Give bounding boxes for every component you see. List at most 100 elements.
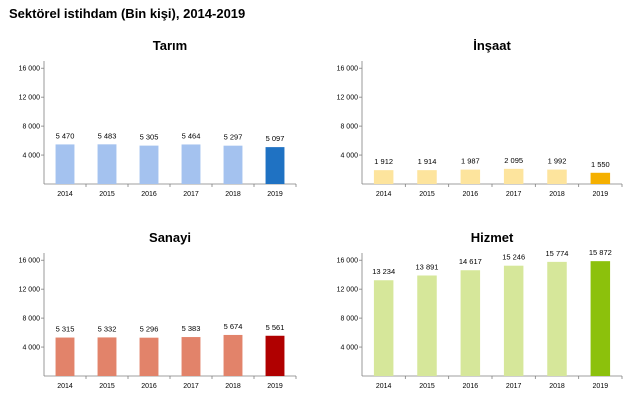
y-tick-label: 8 000 xyxy=(22,316,40,323)
x-tick-label: 2016 xyxy=(463,383,479,390)
x-tick-label: 2014 xyxy=(376,191,392,198)
y-tick-label: 12 000 xyxy=(19,287,41,294)
bar-2017 xyxy=(181,337,201,376)
data-label: 5 315 xyxy=(56,325,75,334)
chart-panel-insaat: İnşaat 4 000 8 000 12 000 16 000 1 912 2014 1 9… xyxy=(337,36,630,206)
chart-hizmet: Hizmet 4 000 8 000 12 000 16 000 13 234 2014 13… xyxy=(337,230,623,390)
x-tick-label: 2018 xyxy=(225,383,241,390)
y-tick-label: 12 000 xyxy=(19,95,41,102)
bar-2017 xyxy=(503,265,524,376)
chart-insaat: İnşaat 4 000 8 000 12 000 16 000 1 912 2014 1 9… xyxy=(337,38,623,198)
y-tick-label: 8 000 xyxy=(340,316,358,323)
x-tick-label: 2014 xyxy=(376,383,392,390)
y-tick-label: 4 000 xyxy=(340,153,358,160)
x-tick-label: 2014 xyxy=(57,191,73,198)
bar-2015 xyxy=(417,275,437,376)
bar-2014 xyxy=(373,280,394,376)
data-label: 2 095 xyxy=(504,156,523,165)
data-label: 1 550 xyxy=(591,160,610,169)
y-tick-label: 4 000 xyxy=(22,345,40,352)
y-tick-label: 16 000 xyxy=(19,258,41,265)
x-tick-label: 2017 xyxy=(506,191,522,198)
y-tick-label: 12 000 xyxy=(337,287,359,294)
y-tick-label: 16 000 xyxy=(337,258,359,265)
x-tick-label: 2015 xyxy=(419,383,435,390)
bar-2016 xyxy=(139,145,159,184)
chart-panel-sanayi: Sanayi 4 000 8 000 12 000 16 000 5 315 2014 5 3… xyxy=(14,228,304,398)
chart-title: Hizmet xyxy=(471,230,514,245)
bar-2017 xyxy=(181,144,201,184)
chart-tarim: Tarım 4 000 8 000 12 000 16 000 5 470 2014 5 48… xyxy=(19,38,297,198)
x-tick-label: 2019 xyxy=(593,191,609,198)
x-tick-label: 2014 xyxy=(57,383,73,390)
data-label: 5 097 xyxy=(266,134,285,143)
chart-panel-tarim: Tarım 4 000 8 000 12 000 16 000 5 470 2014 5 48… xyxy=(14,36,304,206)
bar-2018 xyxy=(223,145,243,184)
bar-2016 xyxy=(139,337,159,376)
data-label: 1 992 xyxy=(548,157,567,166)
y-tick-label: 12 000 xyxy=(337,95,359,102)
x-tick-label: 2018 xyxy=(549,191,565,198)
chart-title: İnşaat xyxy=(473,38,511,53)
x-tick-label: 2019 xyxy=(267,383,283,390)
y-tick-label: 8 000 xyxy=(340,124,358,131)
main-title: Sektörel istihdam (Bin kişi), 2014-2019 xyxy=(9,6,246,21)
x-tick-label: 2016 xyxy=(141,191,157,198)
data-label: 1 912 xyxy=(374,157,393,166)
bar-2019 xyxy=(265,147,285,184)
data-label: 5 296 xyxy=(140,325,159,334)
y-tick-label: 16 000 xyxy=(19,66,41,73)
x-tick-label: 2019 xyxy=(267,191,283,198)
data-label: 15 246 xyxy=(502,253,525,262)
bar-2015 xyxy=(97,337,117,376)
x-tick-label: 2016 xyxy=(141,383,157,390)
bar-2016 xyxy=(460,169,481,184)
x-tick-label: 2015 xyxy=(419,191,435,198)
data-label: 5 470 xyxy=(56,131,75,140)
bar-2017 xyxy=(503,168,524,184)
data-label: 5 561 xyxy=(266,323,285,332)
bar-2018 xyxy=(547,261,567,376)
chart-panel-hizmet: Hizmet 4 000 8 000 12 000 16 000 13 234 2014 13… xyxy=(337,228,630,398)
bar-2019 xyxy=(590,172,611,184)
data-label: 5 483 xyxy=(98,131,117,140)
y-tick-label: 8 000 xyxy=(22,124,40,131)
bar-2014 xyxy=(373,170,394,184)
data-label: 1 987 xyxy=(461,157,480,166)
x-tick-label: 2019 xyxy=(593,383,609,390)
x-tick-label: 2017 xyxy=(506,383,522,390)
data-label: 14 617 xyxy=(459,257,482,266)
x-tick-label: 2018 xyxy=(225,191,241,198)
data-label: 5 305 xyxy=(140,133,159,142)
data-label: 5 674 xyxy=(224,322,243,331)
x-tick-label: 2018 xyxy=(549,383,565,390)
data-label: 13 891 xyxy=(416,262,439,271)
data-label: 1 914 xyxy=(418,157,437,166)
data-label: 15 872 xyxy=(589,248,612,257)
bar-2014 xyxy=(55,337,75,376)
chart-sanayi: Sanayi 4 000 8 000 12 000 16 000 5 315 2014 5 3… xyxy=(19,230,297,390)
data-label: 5 383 xyxy=(182,324,201,333)
data-label: 15 774 xyxy=(546,249,569,258)
chart-title: Sanayi xyxy=(149,230,191,245)
bar-2019 xyxy=(265,335,285,376)
data-label: 5 297 xyxy=(224,133,243,142)
bar-2015 xyxy=(417,170,437,184)
y-tick-label: 16 000 xyxy=(337,66,359,73)
y-tick-label: 4 000 xyxy=(22,153,40,160)
data-label: 5 464 xyxy=(182,131,201,140)
bar-2016 xyxy=(460,270,481,376)
bar-2014 xyxy=(55,144,75,184)
bar-2018 xyxy=(547,169,567,184)
x-tick-label: 2017 xyxy=(183,191,199,198)
x-tick-label: 2017 xyxy=(183,383,199,390)
chart-title: Tarım xyxy=(153,38,187,53)
y-tick-label: 4 000 xyxy=(340,345,358,352)
x-tick-label: 2015 xyxy=(99,191,115,198)
x-tick-label: 2016 xyxy=(463,191,479,198)
x-tick-label: 2015 xyxy=(99,383,115,390)
bar-2015 xyxy=(97,144,117,184)
data-label: 13 234 xyxy=(372,267,395,276)
bar-2018 xyxy=(223,334,243,376)
data-label: 5 332 xyxy=(98,324,117,333)
